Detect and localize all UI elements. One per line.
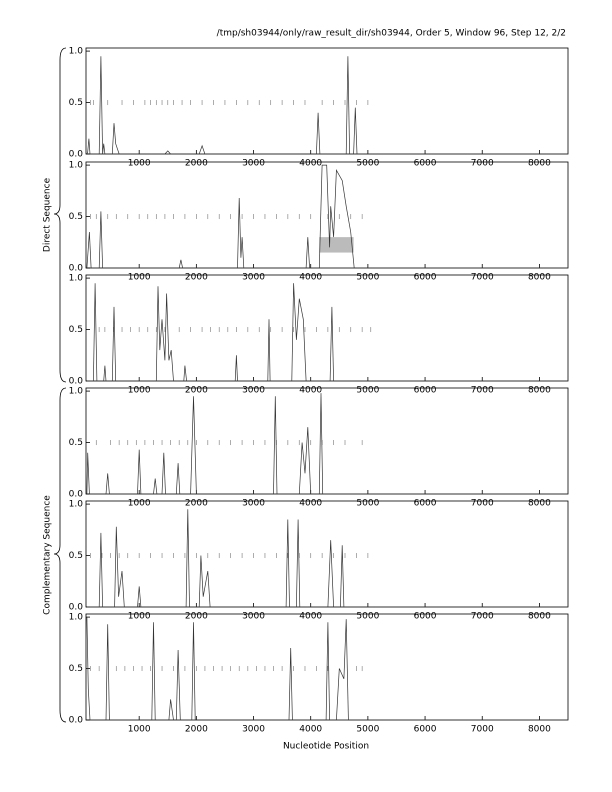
x-tick-label: 7000 [471,725,494,735]
x-tick-label: 8000 [528,273,551,283]
x-tick-label: 6000 [414,386,437,396]
x-tick-label: 1000 [128,499,151,509]
x-tick-label: 4000 [299,499,322,509]
header: /tmp/sh03944/only/raw_result_dir/sh03944… [217,29,566,39]
y-tick-label: 0.5 [69,98,83,108]
x-tick-label: 5000 [356,273,379,283]
x-tick-label: 2000 [185,159,208,169]
x-axis-label: Nucleotide Position [283,742,369,752]
y-tick-label: 1.0 [69,161,84,171]
data-line [86,164,568,269]
x-tick-label: 8000 [528,612,551,622]
group-brace [53,47,67,383]
x-tick-label: 8000 [528,725,551,735]
x-tick-label: 7000 [471,499,494,509]
x-tick-label: 5000 [356,499,379,509]
group-label: Direct Sequence [43,177,53,252]
data-line [86,56,568,155]
plot-frame [85,613,569,721]
y-tick-label: 0.0 [69,603,84,613]
y-tick-label: 1.0 [69,274,84,284]
plot-frame [85,387,569,495]
y-tick-label: 0.0 [69,264,84,274]
x-tick-label: 2000 [185,612,208,622]
y-tick-label: 1.0 [69,500,84,510]
plot-frame [85,500,569,608]
plot-frame [85,161,569,269]
y-tick-label: 0.5 [69,551,83,561]
x-tick-label: 2000 [185,273,208,283]
y-tick-label: 0.5 [69,325,83,335]
x-tick-label: 7000 [471,612,494,622]
group-label: Complementary Sequence [43,495,53,615]
x-tick-label: 4000 [299,725,322,735]
x-tick-label: 4000 [299,386,322,396]
x-tick-label: 4000 [299,273,322,283]
y-tick-label: 1.0 [69,613,84,623]
y-tick-label: 0.5 [69,212,83,222]
x-tick-label: 5000 [356,386,379,396]
x-tick-label: 5000 [356,612,379,622]
data-line [86,617,568,721]
x-tick-label: 8000 [528,386,551,396]
x-tick-label: 6000 [414,273,437,283]
x-tick-label: 6000 [414,612,437,622]
y-tick-label: 1.0 [69,387,84,397]
y-tick-label: 0.5 [69,664,83,674]
highlight-box [319,237,354,253]
x-tick-label: 5000 [356,159,379,169]
x-tick-label: 8000 [528,499,551,509]
y-tick-label: 0.0 [69,490,84,500]
y-tick-label: 1.0 [69,47,84,57]
x-tick-label: 3000 [242,159,265,169]
x-tick-label: 3000 [242,499,265,509]
group-brace [53,387,67,723]
x-tick-label: 5000 [356,725,379,735]
y-tick-label: 0.0 [69,716,84,726]
x-tick-label: 1000 [128,725,151,735]
y-tick-label: 0.0 [69,377,84,387]
x-tick-label: 1000 [128,386,151,396]
x-tick-label: 1000 [128,159,151,169]
x-tick-label: 4000 [299,612,322,622]
x-tick-label: 3000 [242,386,265,396]
x-tick-label: 6000 [414,499,437,509]
y-tick-label: 0.0 [69,150,84,160]
x-tick-label: 1000 [128,273,151,283]
plot-frame [85,47,569,155]
y-tick-label: 0.5 [69,438,83,448]
x-tick-label: 4000 [299,159,322,169]
x-tick-label: 7000 [471,386,494,396]
x-tick-label: 2000 [185,725,208,735]
data-line [86,283,568,382]
x-tick-label: 2000 [185,386,208,396]
x-tick-label: 3000 [242,612,265,622]
x-tick-label: 7000 [471,273,494,283]
x-tick-label: 2000 [185,499,208,509]
x-tick-label: 1000 [128,612,151,622]
x-tick-label: 3000 [242,725,265,735]
x-tick-label: 6000 [414,159,437,169]
data-line [86,509,568,608]
x-tick-label: 6000 [414,725,437,735]
x-tick-label: 8000 [528,159,551,169]
x-tick-label: 3000 [242,273,265,283]
data-line [86,393,568,495]
x-tick-label: 7000 [471,159,494,169]
